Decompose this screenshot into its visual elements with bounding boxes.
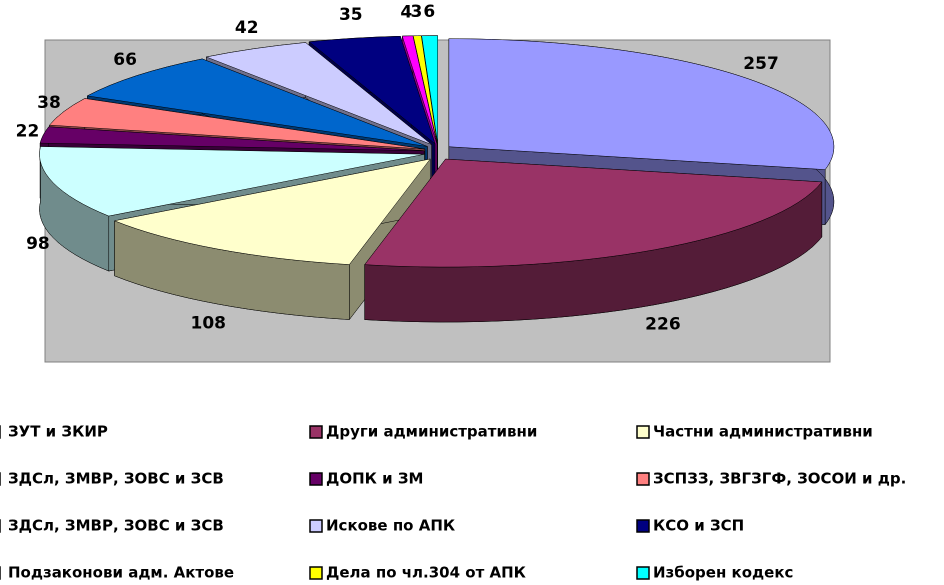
- pie-slice: [401, 35, 438, 144]
- legend-label: Частни административни: [653, 423, 873, 441]
- pie-slice: [364, 158, 823, 268]
- legend-label: Дела по чл.304 от АПК: [326, 564, 527, 582]
- legend-label: ЗУТ и ЗКИР: [8, 423, 108, 441]
- legend-label: ЗДСл, ЗМВР, ЗОВС и ЗСВ: [8, 470, 224, 488]
- data-label: 98: [26, 234, 50, 254]
- legend-label: Искове по АПК: [326, 517, 456, 535]
- data-label: 108: [191, 314, 227, 334]
- legend-swatch: [309, 566, 323, 580]
- legend-swatch: [636, 566, 650, 580]
- legend-swatch: [309, 519, 323, 533]
- pie-tops: [39, 35, 835, 268]
- legend-label: ДОПК и ЗМ: [326, 470, 423, 488]
- legend-label: ЗСПЗЗ, ЗВГЗГФ, ЗОСОИ и др.: [653, 470, 906, 488]
- legend-swatch: [636, 425, 650, 439]
- legend-label: КСО и ЗСП: [653, 517, 744, 535]
- pie-slice: [39, 126, 425, 152]
- legend-swatch: [636, 519, 650, 533]
- data-label: 38: [37, 93, 61, 113]
- data-label: 226: [645, 315, 681, 335]
- pie-slice: [205, 42, 432, 145]
- legend-swatch: [309, 425, 323, 439]
- pie-slice: [39, 146, 425, 217]
- data-label: 42: [235, 18, 259, 38]
- pie-slice: [448, 38, 835, 170]
- data-label: 66: [113, 50, 137, 70]
- data-label: 6: [423, 2, 435, 22]
- data-label: 257: [743, 54, 779, 74]
- legend-label: Подзаконови адм. Актове: [8, 564, 234, 582]
- legend-label: Други административни: [326, 423, 537, 441]
- legend-label: Изборен кодекс: [653, 564, 793, 582]
- pie-slice: [86, 58, 428, 147]
- legend-swatch: [309, 472, 323, 486]
- pie-slice: [113, 158, 431, 265]
- legend: ЗУТ и ЗКИР Други административни Частни ад…: [0, 423, 906, 582]
- legend-swatch: [636, 472, 650, 486]
- data-label: 35: [339, 5, 363, 25]
- pie-slice: [48, 98, 425, 150]
- legend-label: ЗДСл, ЗМВР, ЗОВС и ЗСВ: [8, 517, 224, 535]
- pie-slice: [412, 35, 438, 144]
- pie-slice: [308, 35, 436, 145]
- value-labels: 257 226 108 98 22 38 66 42 35 43 6: [16, 2, 779, 335]
- data-label: 3: [410, 2, 422, 22]
- data-label: 4: [400, 2, 412, 22]
- data-label: 22: [16, 121, 40, 141]
- pie-slice: [421, 35, 438, 144]
